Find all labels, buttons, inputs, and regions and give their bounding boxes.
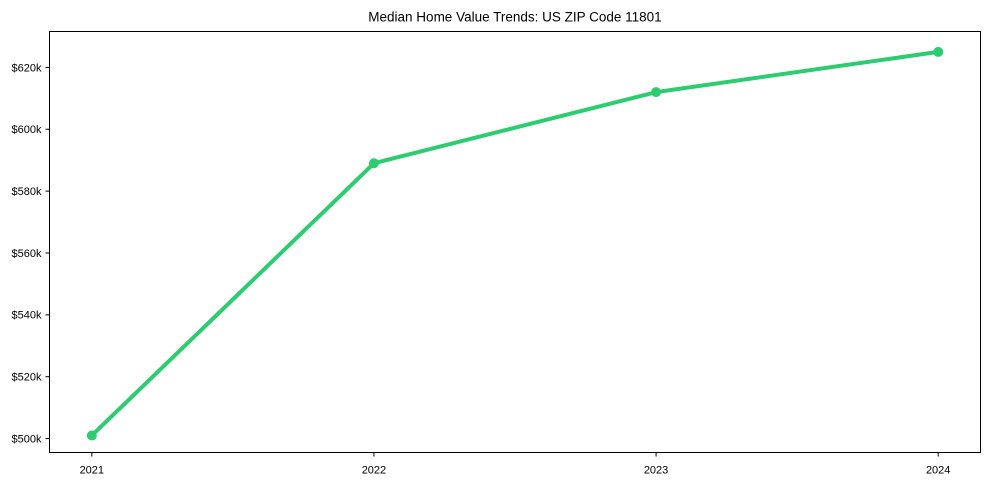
y-tick-label: $600k (12, 124, 42, 136)
x-tick-label: 2021 (80, 465, 104, 477)
trend-line (89, 49, 941, 438)
data-point-marker (651, 87, 662, 98)
y-tick-label: $620k (12, 62, 42, 74)
data-point-marker (368, 158, 379, 169)
x-tick-label: 2024 (926, 465, 950, 477)
data-point-markers (86, 46, 944, 441)
x-tick-label: 2023 (644, 465, 668, 477)
y-axis: $500k $520k $540k $560k $580k $600k $620k (12, 62, 50, 445)
chart-title: Median Home Value Trends: US ZIP Code 11… (368, 10, 661, 25)
plot-area-border (49, 31, 981, 453)
data-point-marker (933, 46, 944, 57)
y-tick-label: $500k (12, 433, 42, 445)
data-point-marker (86, 430, 97, 441)
x-tick-label: 2022 (362, 465, 386, 477)
x-axis: 2021 2022 2023 2024 (80, 452, 950, 477)
y-tick-label: $520k (12, 372, 42, 384)
y-tick-label: $560k (12, 248, 42, 260)
y-tick-label: $540k (12, 310, 42, 322)
y-tick-label: $580k (12, 186, 42, 198)
